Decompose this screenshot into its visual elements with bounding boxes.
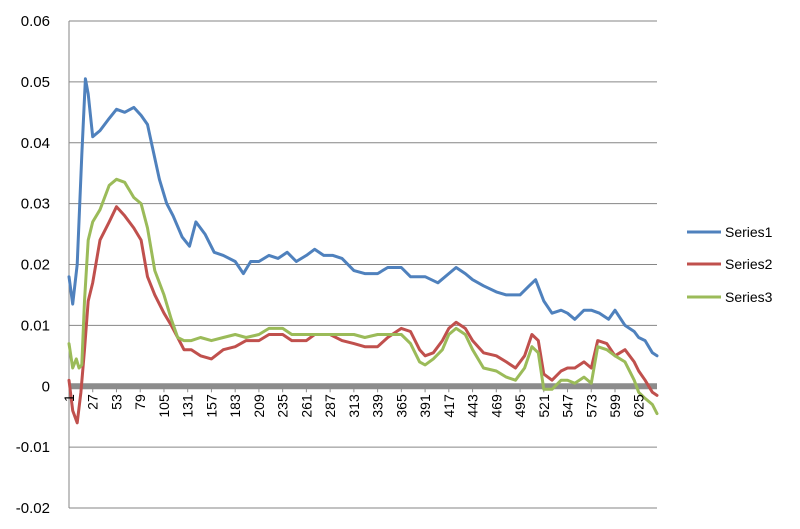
legend-label: Series1 bbox=[725, 224, 773, 240]
x-tick-label: 235 bbox=[275, 394, 291, 418]
y-tick-label: 0.05 bbox=[21, 74, 50, 91]
y-tick-labels: 0.06 0.05 0.04 0.03 0.02 0.01 0 -0.01 -0.02 bbox=[16, 13, 50, 517]
y-tick-label: 0.04 bbox=[21, 135, 50, 152]
y-tick-label: -0.02 bbox=[16, 500, 50, 517]
x-tick-label: 365 bbox=[393, 394, 409, 418]
x-tick-label: 599 bbox=[607, 394, 623, 418]
x-tick-label: 313 bbox=[346, 394, 362, 418]
series-line-series1 bbox=[67, 77, 659, 358]
gridlines bbox=[69, 20, 657, 509]
y-tick-label: -0.01 bbox=[16, 439, 50, 456]
x-tick-label: 547 bbox=[560, 394, 576, 418]
y-tick-label: 0.06 bbox=[21, 13, 50, 30]
x-tick-label: 131 bbox=[180, 394, 196, 418]
legend-label: Series3 bbox=[725, 289, 773, 305]
series-line-series2 bbox=[67, 205, 659, 425]
x-tick-label: 339 bbox=[370, 394, 386, 418]
y-tick-label: 0.02 bbox=[21, 257, 50, 274]
x-tick-label: 209 bbox=[251, 394, 267, 418]
x-tick-label: 495 bbox=[512, 394, 528, 418]
legend-label: Series2 bbox=[725, 256, 773, 272]
series-line-series3 bbox=[67, 177, 659, 416]
x-tick-label: 27 bbox=[85, 394, 101, 410]
axes bbox=[68, 21, 657, 508]
legend: Series1 Series2 Series3 bbox=[687, 224, 773, 305]
x-tick-label: 79 bbox=[132, 394, 148, 410]
series-lines bbox=[67, 77, 659, 425]
x-tick-label: 443 bbox=[465, 394, 481, 418]
y-tick-label: 0.01 bbox=[21, 317, 50, 334]
x-tick-label: 287 bbox=[322, 394, 338, 418]
x-tick-label: 157 bbox=[203, 394, 219, 418]
x-tick-label: 1 bbox=[61, 394, 77, 402]
x-tick-label: 469 bbox=[488, 394, 504, 418]
x-tick-label: 105 bbox=[156, 394, 172, 418]
x-tick-label: 261 bbox=[298, 394, 314, 418]
x-tick-label: 183 bbox=[227, 394, 243, 418]
x-tick-label: 573 bbox=[583, 394, 599, 418]
x-tick-label: 53 bbox=[108, 394, 124, 410]
x-tick-labels: 1 27 53 79 105 131 157 183 209 235 261 287 313 339 365… bbox=[61, 394, 647, 418]
x-tick-label: 391 bbox=[417, 394, 433, 418]
x-tick-label: 417 bbox=[441, 394, 457, 418]
y-tick-label: 0.03 bbox=[21, 196, 50, 213]
x-tick-label: 521 bbox=[536, 394, 552, 418]
x-tick-label: 625 bbox=[631, 394, 647, 418]
y-tick-label: 0 bbox=[42, 378, 50, 395]
